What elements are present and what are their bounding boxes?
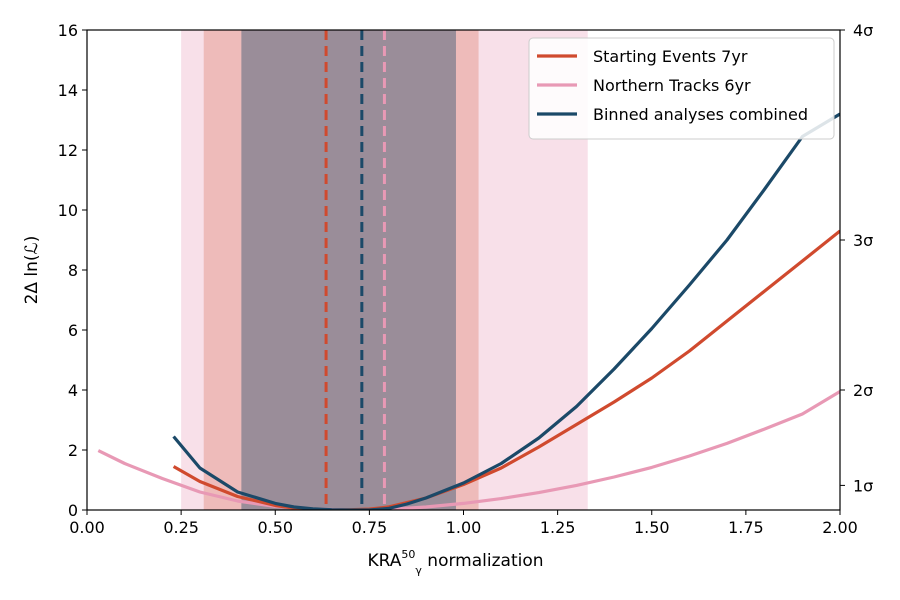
curve-binned-analyses-combined (172, 112, 840, 510)
x-tick-label: 0.75 (352, 518, 388, 537)
y-tick-label: 4 (68, 381, 78, 400)
x-axis-label-suffix: normalization (422, 551, 544, 571)
y-tick-label: 8 (68, 261, 78, 280)
x-tick-label: 0.50 (257, 518, 293, 537)
likelihood-curves (97, 112, 840, 510)
x-tick-label: 1.75 (728, 518, 764, 537)
legend-label-binned-analyses-combined: Binned analyses combined (593, 105, 808, 124)
x-tick-label: 0.00 (69, 518, 105, 537)
x-axis-label-subscript: γ (415, 564, 422, 577)
x-axis-label-main: KRA (367, 551, 401, 571)
x-axis-ticks: 0.00 0.25 0.50 0.75 1.00 1.25 1.50 1.75 2.00 (69, 510, 858, 537)
legend: Starting Events 7yr Northern Tracks 6yr Bi… (528, 37, 835, 140)
sigma-tick-label: 4σ (853, 21, 873, 40)
y-tick-label: 2 (68, 441, 78, 460)
band-binned-analyses-combined (241, 30, 456, 510)
y-axis-ticks: 0 2 4 6 8 10 12 14 16 (58, 21, 87, 520)
right-sigma-axis-ticks: 1σ 2σ 3σ 4σ (840, 21, 873, 495)
curve-northern-tracks-6yr (97, 390, 840, 510)
legend-label-starting-events-7yr: Starting Events 7yr (593, 47, 748, 66)
x-tick-label: 1.50 (634, 518, 670, 537)
sigma-tick-label: 3σ (853, 231, 873, 250)
legend-label-northern-tracks-6yr: Northern Tracks 6yr (593, 76, 751, 95)
y-tick-label: 14 (58, 81, 78, 100)
y-axis-label: 2Δ ln(ℒ) (22, 236, 42, 305)
legend-box (528, 37, 835, 140)
band-starting-events-7yr (203, 30, 479, 510)
sigma-tick-label: 2σ (853, 381, 873, 400)
sigma-tick-label: 1σ (853, 476, 873, 495)
x-axis-label: KRA50γ normalization (367, 548, 543, 577)
y-tick-label: 16 (58, 21, 78, 40)
x-tick-label: 0.25 (163, 518, 199, 537)
y-tick-label: 6 (68, 321, 78, 340)
x-tick-label: 2.00 (822, 518, 858, 537)
y-tick-label: 10 (58, 201, 78, 220)
best-fit-lines (324, 30, 386, 510)
x-tick-label: 1.00 (446, 518, 482, 537)
y-tick-label: 12 (58, 141, 78, 160)
x-axis-label-superscript: 50 (401, 548, 415, 561)
y-tick-label: 0 (68, 501, 78, 520)
x-tick-label: 1.25 (540, 518, 576, 537)
